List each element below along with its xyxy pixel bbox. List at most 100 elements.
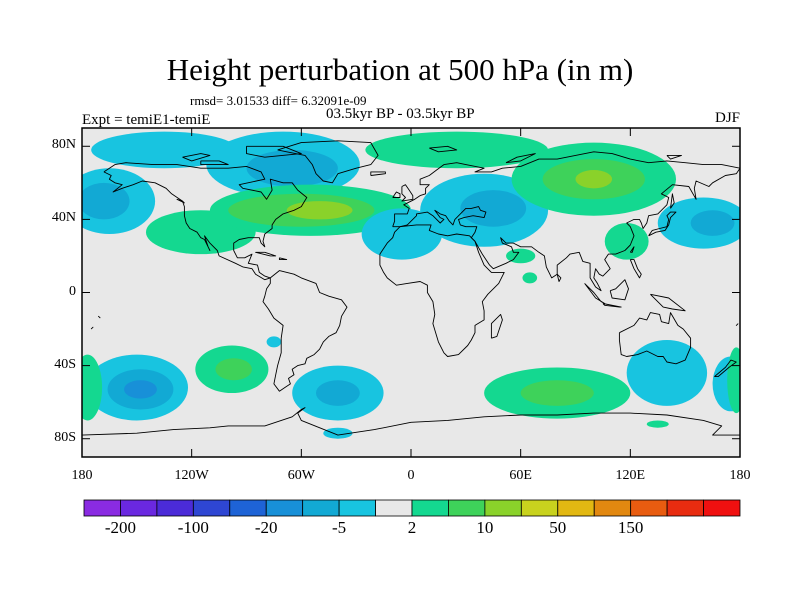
colorbar-label: -100 [177,518,209,537]
coastline [401,184,414,202]
lon-tick-label: 180 [729,468,751,483]
contour-region-mid-blue [246,149,338,187]
coastline [602,303,622,308]
coastline [246,145,302,158]
contour-region-light-blue [266,336,282,348]
coastline [262,270,348,392]
coastline [735,323,739,326]
coastline [505,153,536,164]
colorbar-label: 10 [476,518,494,537]
coastline [609,279,629,301]
coastline [176,198,185,204]
colorbar-swatch [557,499,595,517]
coastline [277,140,379,184]
contour-region-green [82,354,103,421]
coastline [666,154,682,160]
contour-region-light-blue [361,208,443,260]
coastline [670,193,675,209]
lat-tick-label: 40S [54,356,76,372]
lon-tick-label: 120W [174,468,209,483]
colorbar-swatch [630,499,668,517]
coastline [429,145,458,153]
coastline [98,315,101,319]
colorbar-label: 50 [549,518,567,537]
colorbar-swatch [593,499,632,517]
colorbar-label: 2 [407,518,417,537]
lat-tick-label: 40N [51,210,76,226]
coastline [714,359,737,378]
coastline [556,273,562,282]
coastline [182,153,211,162]
colorbar-swatch [448,499,486,517]
coastline [392,191,401,198]
coastline-layer [82,140,740,436]
season-label: DJF [714,110,740,126]
colorbar-swatch [338,499,376,517]
contour-region-yellow-green [575,170,613,189]
colorbar-swatch [520,499,559,517]
colorbar-swatch [302,499,340,517]
colorbar-swatch [484,499,522,517]
colorbar-swatch [666,499,704,517]
colorbar-swatch [265,499,304,517]
contour-region-light-blue [626,340,708,406]
contour-region-light-blue [323,427,353,439]
lat-tick-label: 80S [54,429,76,445]
colorbar-swatch [156,499,194,517]
coastline [370,171,386,176]
colorbar-label: -20 [254,518,278,537]
contour-region-light-blue [91,131,238,169]
colorbar-label: 150 [617,518,644,537]
contour-region-mid-blue [690,210,735,236]
coastline [82,407,740,436]
coastline [90,326,94,330]
colorbar-swatch [411,499,449,517]
coastline [392,151,740,292]
coastline [629,246,635,253]
contour-region-mid-blue [82,182,130,220]
coastline [618,312,692,365]
contour-region-blue [124,380,157,399]
colorbar-label: -200 [104,518,137,537]
colorbar-swatch [229,499,267,517]
contour-region-green [522,272,538,284]
contour-region-bright-green [520,380,594,406]
lon-tick-label: 120E [615,468,646,483]
coastline [629,259,642,279]
contour-region-mid-blue [460,190,527,227]
lon-tick-label: 180 [71,468,93,483]
lon-tick-label: 60W [287,468,315,483]
lat-tick-label: 0 [69,283,76,299]
map-title: Height perturbation at 500 hPa (in m) [166,52,634,87]
contour-region-green [646,420,669,428]
experiment-label: Expt = temiE1-temiE [82,112,211,128]
coastline [650,293,686,312]
coastline [278,257,288,261]
colorbar-swatch [83,499,121,517]
contour-fill-layer [82,131,740,439]
coastline [648,211,677,237]
contour-region-green [727,347,740,414]
lon-tick-label: 60E [509,468,532,483]
stats-line: rmsd= 3.01533 diff= 6.32091e-09 [190,93,367,108]
period-label: 03.5kyr BP - 03.5kyr BP [326,106,475,122]
axis-ticks [81,128,741,457]
coastline [200,160,229,166]
colorbar [83,499,741,517]
coastline [584,283,606,304]
coastline [490,313,503,339]
contour-region-yellow-green [286,201,353,220]
contour-region-bright-green [215,358,252,381]
lat-tick-label: 80N [51,137,76,153]
colorbar-swatch [192,499,231,517]
contour-region-green [604,223,649,260]
coastline [379,224,505,357]
colorbar-swatch [375,499,413,517]
contour-region-mid-blue [315,380,360,406]
colorbar-label: -5 [332,518,347,537]
colorbar-swatch [703,499,741,517]
lon-tick-label: 0 [407,468,415,483]
colorbar-swatch [120,499,158,517]
coastline [255,251,277,257]
